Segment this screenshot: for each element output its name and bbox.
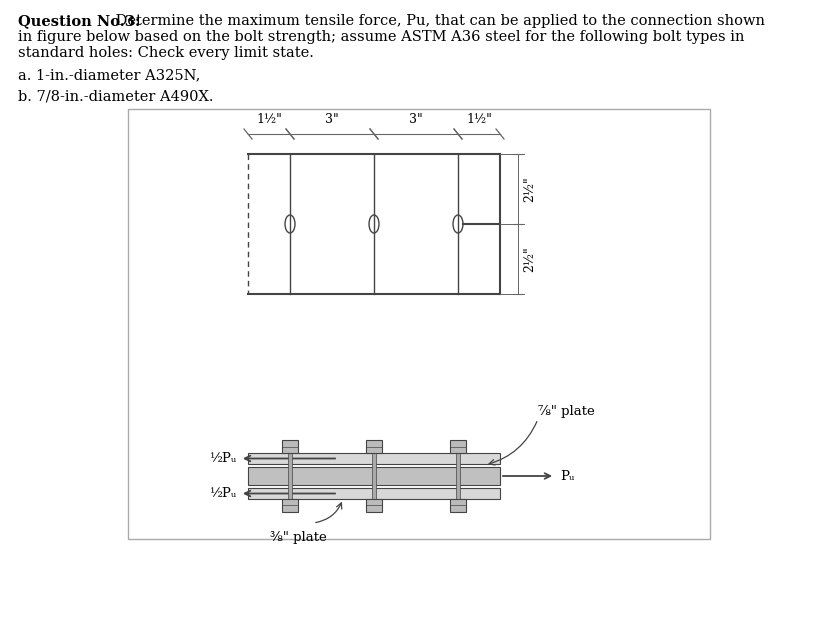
Text: 2½": 2½" xyxy=(522,246,536,272)
Bar xyxy=(372,450,376,502)
Bar xyxy=(365,499,382,512)
Bar xyxy=(128,109,709,539)
Text: Pᵤ: Pᵤ xyxy=(560,469,574,482)
Text: 2½": 2½" xyxy=(522,176,536,202)
Bar xyxy=(450,440,465,453)
Text: a. 1-in.-diameter A325N,: a. 1-in.-diameter A325N, xyxy=(18,68,200,82)
Text: 1½": 1½" xyxy=(256,113,282,126)
Text: 3": 3" xyxy=(325,113,339,126)
Text: standard holes: Check every limit state.: standard holes: Check every limit state. xyxy=(18,46,314,60)
Text: ⅜" plate: ⅜" plate xyxy=(269,531,326,544)
Bar xyxy=(248,453,499,464)
Text: ½Pᵤ: ½Pᵤ xyxy=(209,452,236,465)
Text: ⅞" plate: ⅞" plate xyxy=(537,404,594,417)
Bar xyxy=(365,440,382,453)
Bar xyxy=(248,488,499,499)
Text: b. 7/8-in.-diameter A490X.: b. 7/8-in.-diameter A490X. xyxy=(18,89,214,103)
Text: ½Pᵤ: ½Pᵤ xyxy=(209,487,236,500)
Text: 3": 3" xyxy=(409,113,422,126)
Bar xyxy=(282,499,297,512)
Text: 1½": 1½" xyxy=(465,113,491,126)
Bar xyxy=(450,499,465,512)
Bar xyxy=(455,450,460,502)
Bar xyxy=(287,450,291,502)
Text: in figure below based on the bolt strength; assume ASTM A36 steel for the follow: in figure below based on the bolt streng… xyxy=(18,30,744,44)
Text: Question No.3:: Question No.3: xyxy=(18,14,140,28)
Text: Determine the maximum tensile force, Pu, that can be applied to the connection s: Determine the maximum tensile force, Pu,… xyxy=(111,14,764,28)
Bar xyxy=(282,440,297,453)
Bar xyxy=(248,467,499,485)
